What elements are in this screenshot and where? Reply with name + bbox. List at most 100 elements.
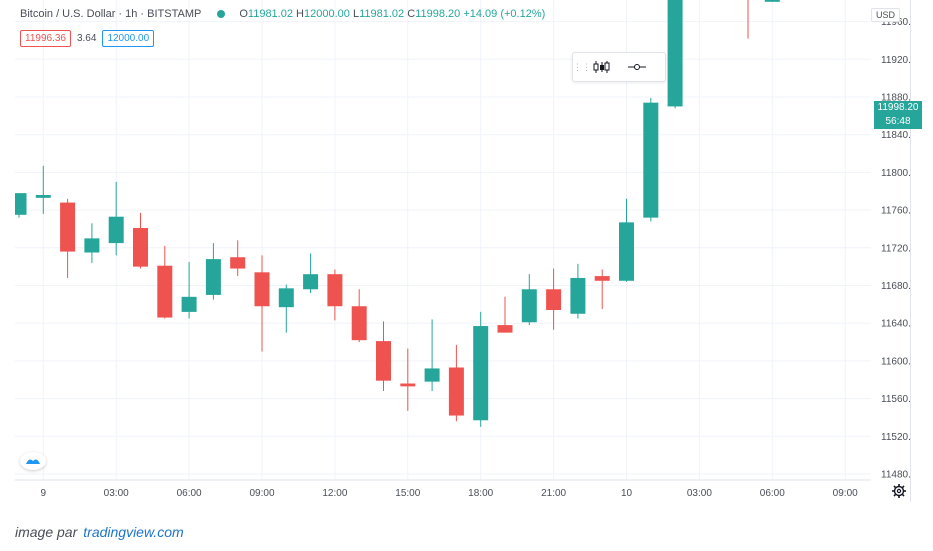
candle[interactable] <box>84 223 100 263</box>
x-tick-label: 03:00 <box>687 488 712 499</box>
sell-button[interactable]: 11996.36 <box>20 30 71 47</box>
candle[interactable] <box>278 284 294 333</box>
candle[interactable] <box>254 255 270 352</box>
candle-body <box>546 289 562 311</box>
candle[interactable] <box>764 0 780 2</box>
high-value: 12000.00 <box>304 8 350 20</box>
x-tick-label: 09:00 <box>833 488 858 499</box>
buy-button[interactable]: 12000.00 <box>102 30 155 47</box>
candle-body <box>84 238 100 253</box>
candle[interactable] <box>60 198 76 278</box>
candle[interactable] <box>619 198 634 282</box>
candle-body <box>157 265 173 318</box>
x-tick-label: 06:00 <box>177 488 202 499</box>
candlestick-chart[interactable]: 11480.00 11520.00 11560.00 11600.00 11640.00… <box>15 0 910 502</box>
candle-body <box>230 257 246 269</box>
chart-legend: Bitcoin / U.S. Dollar · 1h · BITSTAMP O1… <box>20 8 545 20</box>
candle[interactable] <box>741 0 756 39</box>
candle-body <box>619 222 634 281</box>
chart-area[interactable]: 11480.00 11520.00 11560.00 11600.00 11640.00… <box>15 0 911 502</box>
candle-body <box>254 272 270 307</box>
y-tick-label: 11600.00 <box>881 356 910 367</box>
quote-row: 11996.36 3.64 12000.00 <box>20 30 155 47</box>
y-tick-label: 11880.00 <box>881 93 910 104</box>
x-tick-label: 06:00 <box>760 488 785 499</box>
candle[interactable] <box>473 311 489 427</box>
candle[interactable] <box>157 245 173 319</box>
candle[interactable] <box>521 274 537 326</box>
candle[interactable] <box>594 269 610 310</box>
candle-body <box>35 195 51 198</box>
candle-body <box>205 259 221 295</box>
candle-body <box>594 276 610 281</box>
y-tick-label: 11920.00 <box>881 55 910 66</box>
candle[interactable] <box>181 261 197 319</box>
candle[interactable] <box>546 268 562 330</box>
candle[interactable] <box>400 348 416 411</box>
y-tick-label: 11840.00 <box>881 130 910 141</box>
candle-body <box>15 193 27 215</box>
low-label: L <box>352 8 360 20</box>
candle-body <box>570 277 586 314</box>
ohlc-values: O11981.02 H12000.00 L11981.02 C11998.20 … <box>239 8 545 20</box>
candle-body <box>400 383 416 387</box>
line-style-icon[interactable] <box>619 54 655 80</box>
credit-link[interactable]: tradingview.com <box>83 524 184 540</box>
candle[interactable] <box>376 321 391 392</box>
candle-body <box>424 368 440 382</box>
credit-prefix: image par <box>15 524 78 540</box>
high-label: H <box>296 8 304 20</box>
candle-body <box>448 367 464 416</box>
candle[interactable] <box>133 212 148 269</box>
drag-handle-icon[interactable]: ⋮⋮ <box>573 61 591 72</box>
change-value: +14.09 (+0.12%) <box>463 8 546 20</box>
x-tick-label: 10 <box>621 488 633 499</box>
tradingview-logo-icon[interactable] <box>20 452 46 470</box>
candle-body <box>278 288 294 308</box>
countdown-label: 56:48 <box>874 115 922 129</box>
candle[interactable] <box>35 165 51 214</box>
y-tick-label: 11760.00 <box>881 206 910 217</box>
y-tick-label: 11480.00 <box>881 470 910 481</box>
candle[interactable] <box>15 193 27 218</box>
close-label: C <box>407 8 416 20</box>
candle[interactable] <box>643 97 659 222</box>
candle[interactable] <box>667 0 683 109</box>
candle[interactable] <box>497 296 513 333</box>
candle-body <box>133 228 148 267</box>
candle-body <box>521 289 537 323</box>
y-tick-label: 11960.00 <box>881 17 910 28</box>
candle[interactable] <box>327 269 343 321</box>
candle-body <box>60 202 76 252</box>
close-value: 11998.20 <box>415 8 461 20</box>
settings-gear-icon[interactable] <box>890 482 908 500</box>
candle-body <box>473 326 489 421</box>
candle[interactable] <box>570 263 586 319</box>
y-tick-label: 11800.00 <box>881 168 910 179</box>
y-tick-label: 11680.00 <box>881 281 910 292</box>
open-value: 11981.02 <box>247 8 293 20</box>
candle[interactable] <box>230 240 246 277</box>
x-tick-label: 21:00 <box>541 488 566 499</box>
candle[interactable] <box>108 181 124 256</box>
candles-icon[interactable] <box>583 54 619 80</box>
currency-label[interactable]: USD <box>871 8 901 22</box>
candle-body <box>376 341 391 381</box>
x-tick-label: 03:00 <box>104 488 129 499</box>
candle[interactable] <box>351 289 367 343</box>
candle-body <box>327 274 343 307</box>
floating-toolbar: ⋮⋮ <box>572 52 666 82</box>
symbol-title[interactable]: Bitcoin / U.S. Dollar · 1h · BITSTAMP <box>20 8 202 20</box>
candle[interactable] <box>303 253 319 294</box>
spread-value: 3.64 <box>76 33 97 44</box>
candle-body <box>643 102 659 218</box>
candle[interactable] <box>448 344 464 422</box>
x-tick-label: 12:00 <box>322 488 347 499</box>
last-price-label: 11998.20 <box>874 101 922 115</box>
y-tick-label: 11560.00 <box>881 394 910 405</box>
candle[interactable] <box>205 243 221 300</box>
candle[interactable] <box>424 319 440 392</box>
open-label: O <box>239 8 248 20</box>
y-tick-label: 11720.00 <box>881 243 910 254</box>
x-tick-label: 09:00 <box>249 488 274 499</box>
